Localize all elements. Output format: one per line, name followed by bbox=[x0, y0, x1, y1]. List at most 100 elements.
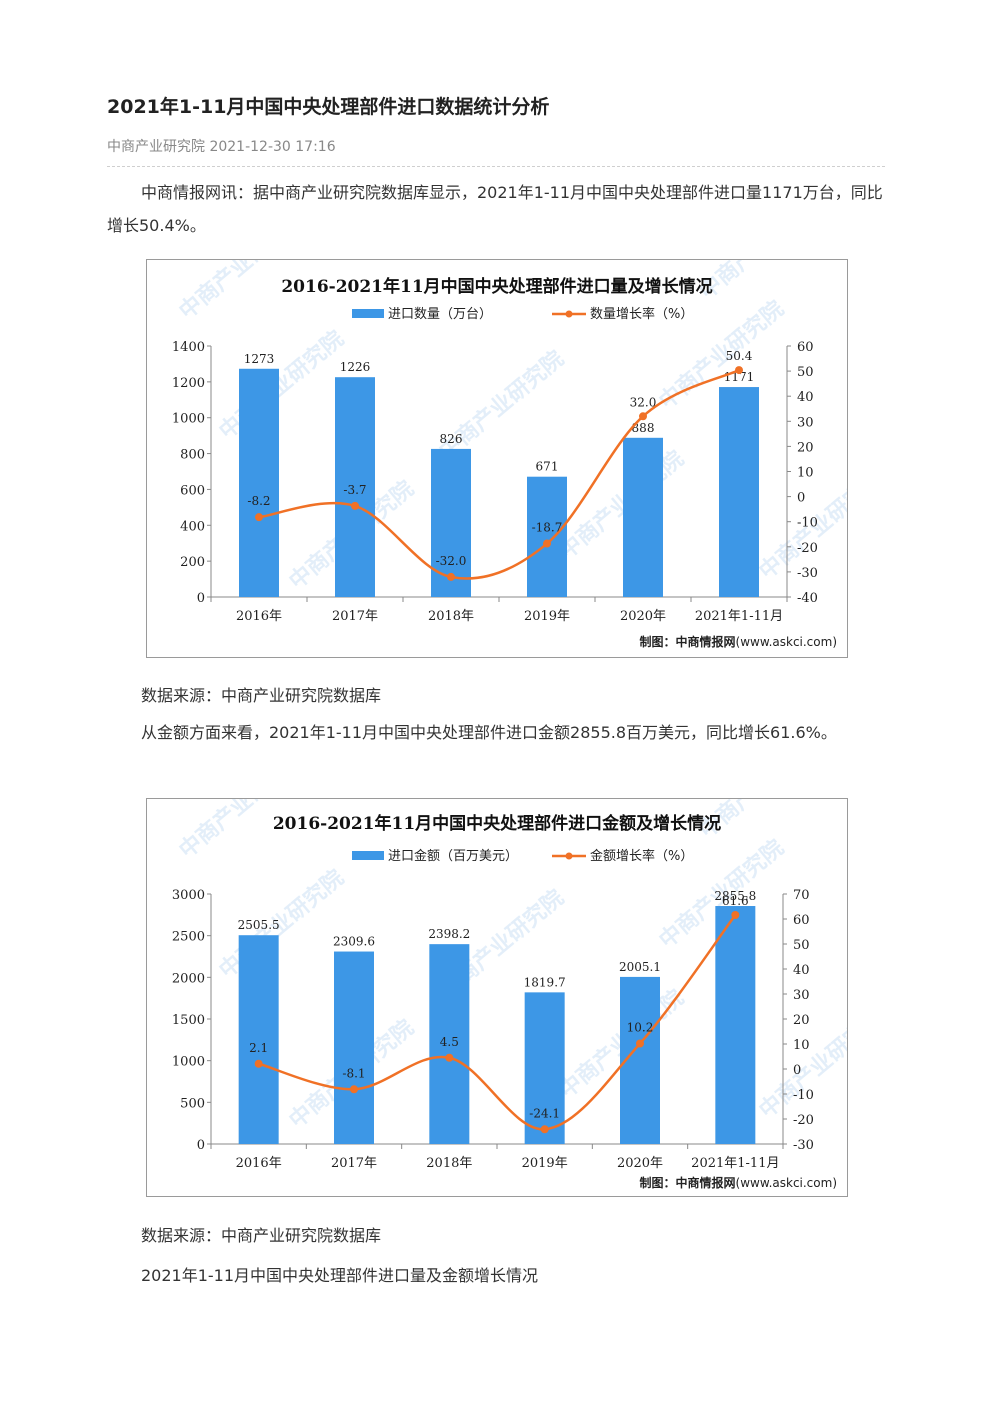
divider bbox=[107, 166, 885, 167]
bar-value-label: 1819.7 bbox=[524, 975, 566, 989]
chart-1-container: 中商产业研究院 中商产业研究院 中商产业研究院 中商产业研究院 中商产业研究院 中商产业研… bbox=[146, 259, 848, 658]
watermark: 中商产业研究院 bbox=[554, 446, 689, 565]
bar-2019年 bbox=[524, 992, 565, 1144]
y-tick-label: 0 bbox=[197, 591, 205, 606]
bar-2016年 bbox=[239, 368, 279, 597]
y2-tick-label: -10 bbox=[793, 1088, 814, 1103]
bar-value-label: 2505.5 bbox=[238, 918, 280, 932]
watermark: 中商产业研究院 bbox=[214, 865, 349, 984]
caption: 2021年1-11月中国中央处理部件进口量及金额增长情况 bbox=[141, 1266, 539, 1285]
paragraph-1: 中商情报网讯：据中商产业研究院数据库显示，2021年1-11月中国中央处理部件进… bbox=[107, 183, 883, 235]
bar-value-label: 2398.2 bbox=[428, 927, 470, 941]
bar-2016年 bbox=[238, 935, 279, 1144]
growth-rate-label: 32.0 bbox=[630, 395, 657, 409]
credit-prefix: 制图：中商情报网 bbox=[640, 634, 736, 649]
y-tick-label: 400 bbox=[180, 519, 205, 534]
bar-value-label: 671 bbox=[536, 460, 559, 474]
watermark: 中商产业研究院 bbox=[694, 260, 829, 305]
legend-line-label: 数量增长率（%） bbox=[590, 306, 693, 322]
y-tick-label: 0 bbox=[197, 1138, 205, 1153]
growth-rate-label: -8.1 bbox=[342, 1066, 365, 1080]
x-tick-label: 2020年 bbox=[617, 1156, 663, 1171]
x-tick-label: 2016年 bbox=[236, 609, 282, 624]
article-title: 2021年1-11月中国中央处理部件进口数据统计分析 bbox=[107, 96, 550, 118]
chart-2: 中商产业研究院中商产业研究院中商产业研究院中商产业研究院中商产业研究院中商产业研… bbox=[172, 799, 847, 1190]
x-tick-label: 2016年 bbox=[236, 1156, 282, 1171]
y2-tick-label: -30 bbox=[793, 1138, 814, 1153]
legend-line-label: 金额增长率（%） bbox=[590, 848, 693, 864]
y2-tick-label: 30 bbox=[797, 415, 814, 430]
bar-value-label: 2005.1 bbox=[619, 960, 661, 974]
legend-bar-label: 进口金额（百万美元） bbox=[388, 848, 518, 864]
y2-tick-label: -20 bbox=[797, 541, 818, 556]
y2-tick-label: 20 bbox=[797, 440, 814, 455]
y-tick-label: 2000 bbox=[172, 971, 205, 986]
bar-value-label: 2309.6 bbox=[333, 935, 375, 949]
y-tick-label: 800 bbox=[180, 448, 205, 463]
growth-rate-point bbox=[254, 1059, 263, 1068]
growth-rate-point bbox=[255, 513, 263, 522]
source-note-2: 数据来源：中商产业研究院数据库 bbox=[141, 1226, 382, 1245]
growth-rate-label: -8.2 bbox=[247, 494, 270, 508]
legend-line-marker bbox=[565, 852, 573, 860]
growth-rate-point bbox=[731, 911, 740, 919]
y2-tick-label: 30 bbox=[793, 988, 810, 1003]
watermark: 中商产业研究院 bbox=[214, 326, 349, 445]
growth-rate-label: 4.5 bbox=[440, 1035, 459, 1049]
bar-2020年 bbox=[623, 437, 663, 597]
credit-prefix: 制图：中商情报网 bbox=[640, 1175, 736, 1190]
bar-2021年1-11月 bbox=[715, 906, 756, 1144]
y-tick-label: 1500 bbox=[172, 1013, 205, 1028]
growth-rate-line bbox=[258, 914, 737, 1131]
growth-rate-label: -18.7 bbox=[532, 521, 563, 535]
y2-tick-label: -40 bbox=[797, 591, 818, 606]
y-tick-label: 2500 bbox=[172, 930, 205, 945]
y2-tick-label: -10 bbox=[797, 516, 818, 531]
growth-rate-point bbox=[351, 501, 359, 510]
legend-bar-swatch bbox=[352, 851, 384, 860]
x-tick-label: 2020年 bbox=[620, 609, 666, 624]
growth-rate-point bbox=[636, 1039, 644, 1048]
y2-tick-label: 40 bbox=[797, 390, 814, 405]
growth-rate-label: 50.4 bbox=[726, 349, 753, 363]
chart-2-container: 中商产业研究院中商产业研究院中商产业研究院中商产业研究院中商产业研究院中商产业研… bbox=[146, 798, 848, 1197]
y2-tick-label: 10 bbox=[797, 466, 814, 481]
y-tick-label: 3000 bbox=[172, 888, 205, 903]
source-note-1: 数据来源：中商产业研究院数据库 bbox=[141, 686, 382, 705]
x-tick-label: 2019年 bbox=[522, 1156, 568, 1171]
growth-rate-point bbox=[350, 1085, 358, 1094]
growth-rate-point bbox=[540, 1125, 549, 1134]
x-tick-label: 2021年1-11月 bbox=[695, 609, 783, 624]
bar-2018年 bbox=[429, 944, 470, 1144]
bar-value-label: 1273 bbox=[244, 352, 275, 366]
y-tick-label: 1000 bbox=[172, 412, 205, 427]
bar-2021年1-11月 bbox=[719, 387, 759, 597]
y2-tick-label: 10 bbox=[793, 1038, 810, 1053]
growth-rate-label: -24.1 bbox=[529, 1106, 560, 1120]
bar-2017年 bbox=[334, 951, 374, 1144]
credit-url: (www.askci.com) bbox=[736, 635, 837, 649]
y2-tick-label: 60 bbox=[797, 340, 814, 355]
bar-value-label: 826 bbox=[440, 432, 463, 446]
y2-tick-label: 40 bbox=[793, 963, 810, 978]
growth-rate-line bbox=[258, 368, 740, 580]
y-tick-label: 1000 bbox=[172, 1055, 205, 1070]
y2-tick-label: 50 bbox=[793, 938, 810, 953]
growth-rate-point bbox=[735, 366, 743, 375]
paragraph-2: 从金额方面来看，2021年1-11月中国中央处理部件进口金额2855.8百万美元… bbox=[141, 723, 837, 742]
chart-credit: 制图：中商情报网(www.askci.com) bbox=[640, 1175, 837, 1190]
x-tick-label: 2019年 bbox=[524, 609, 570, 624]
bar-value-label: 888 bbox=[632, 421, 655, 435]
y-tick-label: 1400 bbox=[172, 340, 205, 355]
article-meta: 中商产业研究院 2021-12-30 17:16 bbox=[107, 139, 336, 155]
y-tick-label: 200 bbox=[180, 555, 205, 570]
bar-2019年 bbox=[527, 476, 567, 597]
y2-tick-label: 0 bbox=[793, 1063, 801, 1078]
y2-tick-label: 20 bbox=[793, 1013, 810, 1028]
growth-rate-label: 61.6 bbox=[722, 894, 749, 908]
y-tick-label: 600 bbox=[180, 483, 205, 498]
x-tick-label: 2018年 bbox=[428, 609, 474, 624]
growth-rate-label: -32.0 bbox=[436, 554, 467, 568]
y2-tick-label: -20 bbox=[793, 1113, 814, 1128]
